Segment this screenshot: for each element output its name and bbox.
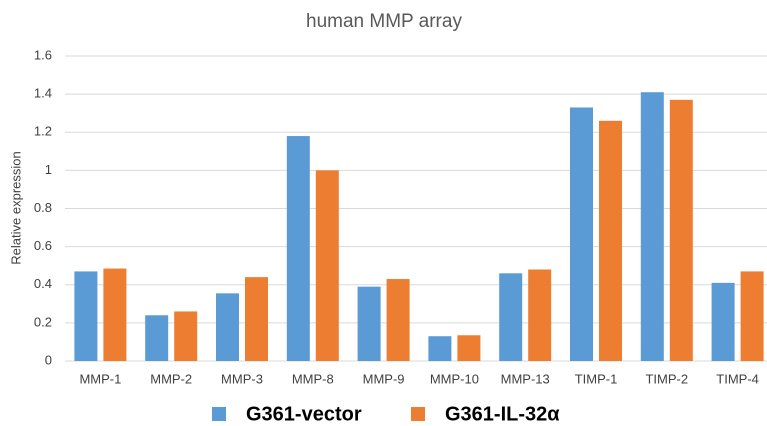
x-tick-label: TIMP-2 <box>645 371 688 386</box>
y-tick-label: 0.4 <box>34 276 52 291</box>
x-tick-label: MMP-3 <box>221 371 263 386</box>
chart-title: human MMP array <box>306 11 462 32</box>
bar <box>103 268 127 361</box>
bar <box>74 271 98 361</box>
legend-swatch <box>411 407 425 421</box>
y-tick-label: 1.2 <box>34 124 52 139</box>
x-tick-label: MMP-2 <box>150 371 192 386</box>
y-tick-label: 0.8 <box>34 200 52 215</box>
bar <box>599 120 622 361</box>
bar <box>669 99 693 361</box>
bar <box>216 293 239 361</box>
x-tick-label: MMP-8 <box>292 371 334 386</box>
bar <box>315 170 339 361</box>
bar <box>428 336 452 361</box>
bar <box>145 315 169 361</box>
x-tick-label: TIMP-4 <box>716 371 759 386</box>
bar <box>528 269 552 361</box>
x-tick-label: MMP-1 <box>79 371 121 386</box>
x-tick-label: MMP-13 <box>501 371 550 386</box>
legend-swatch <box>212 407 226 421</box>
bar <box>457 335 481 361</box>
y-axis-label: Relative expression <box>8 151 23 264</box>
bar <box>499 273 523 361</box>
y-tick-label: 0.2 <box>34 314 52 329</box>
bar <box>640 92 664 361</box>
bar <box>245 277 268 361</box>
y-tick-label: 1.6 <box>34 47 52 62</box>
y-tick-label: 1.4 <box>34 86 52 101</box>
x-tick-label: MMP-9 <box>363 371 405 386</box>
legend-label: G361-IL-32α <box>445 403 560 425</box>
bar <box>711 282 735 361</box>
bar <box>286 136 310 361</box>
y-tick-label: 0 <box>45 352 52 367</box>
bar <box>357 286 381 361</box>
x-tick-label: TIMP-1 <box>575 371 618 386</box>
bar <box>386 279 410 361</box>
bar <box>570 107 593 361</box>
legend-label: G361-vector <box>246 403 362 425</box>
bar <box>740 271 764 361</box>
y-tick-label: 0.6 <box>34 238 52 253</box>
bar <box>174 311 198 361</box>
y-tick-label: 1 <box>45 162 52 177</box>
x-tick-label: MMP-10 <box>430 371 479 386</box>
